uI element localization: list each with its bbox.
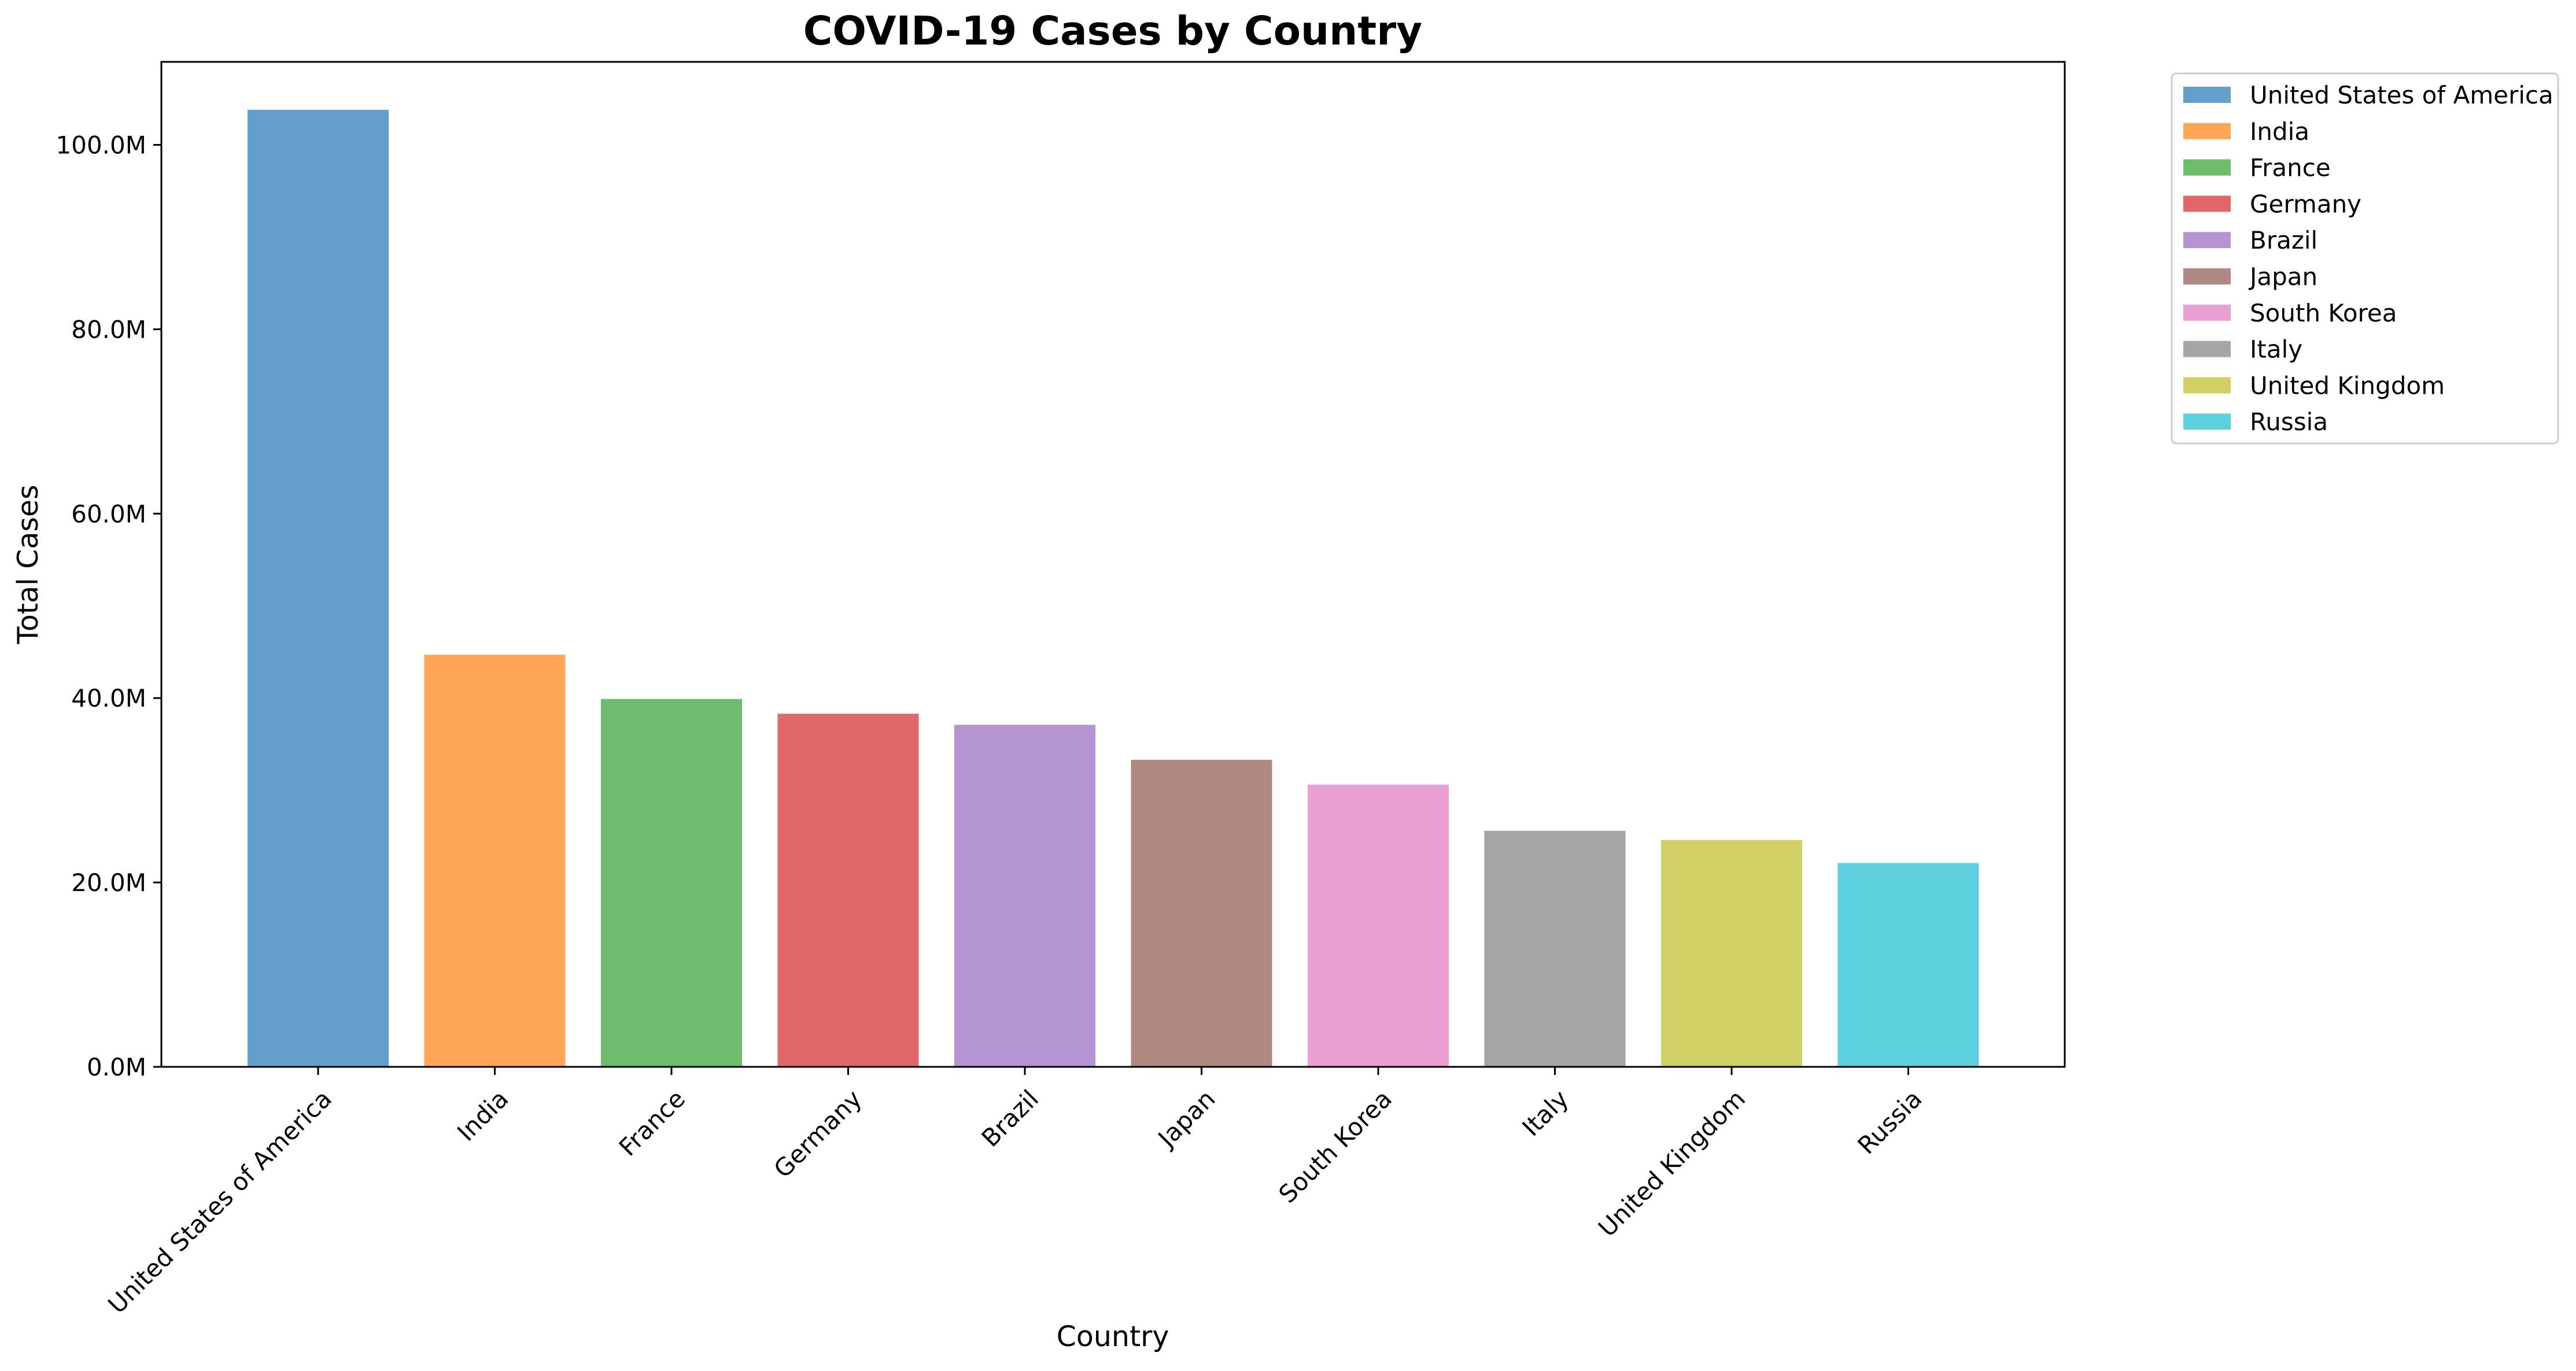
legend: United States of America India France Germa…	[2171, 72, 2559, 445]
y-tick-label-5: 100.0M	[56, 131, 146, 160]
x-tick-label-8: United Kingdom	[1593, 1084, 1751, 1242]
legend-swatch-4	[2183, 232, 2231, 249]
legend-swatch-1	[2183, 123, 2231, 139]
legend-label-2: France	[2250, 154, 2331, 182]
bar-9	[1837, 863, 1979, 1067]
legend-label-3: Germany	[2250, 190, 2361, 218]
x-axis: United States of America India France Germa…	[102, 1067, 1928, 1319]
legend-label-8: United Kingdom	[2250, 371, 2445, 400]
x-tick-label-5: Japan	[1152, 1084, 1221, 1154]
y-tick-label-2: 40.0M	[71, 684, 146, 712]
legend-swatch-2	[2183, 159, 2231, 176]
x-axis-label: Country	[1057, 1320, 1169, 1353]
bar-2	[601, 699, 742, 1067]
y-tick-label-0: 0.0M	[87, 1053, 146, 1081]
legend-swatch-6	[2183, 304, 2231, 321]
y-tick-label-4: 80.0M	[71, 315, 146, 343]
legend-swatch-5	[2183, 268, 2231, 284]
chart-title: COVID-19 Cases by Country	[803, 8, 1423, 54]
x-tick-label-2: France	[614, 1084, 691, 1161]
legend-label-6: South Korea	[2250, 299, 2397, 327]
legend-label-0: United States of America	[2250, 81, 2553, 109]
legend-swatch-3	[2183, 195, 2231, 212]
x-tick-label-3: Germany	[768, 1084, 867, 1183]
legend-frame	[2171, 72, 2559, 445]
x-tick-label-9: Russia	[1852, 1084, 1927, 1159]
legend-swatch-8	[2183, 377, 2231, 394]
y-tick-label-3: 60.0M	[71, 500, 146, 528]
bar-7	[1484, 830, 1626, 1067]
bar-3	[777, 714, 919, 1067]
bar-6	[1308, 785, 1449, 1067]
legend-label-5: Japan	[2248, 263, 2317, 291]
y-axis: 0.0M 20.0M 40.0M 60.0M 80.0M 100.0M	[56, 131, 161, 1081]
bar-5	[1131, 760, 1272, 1067]
bar-0	[248, 109, 389, 1067]
x-tick-label-6: South Korea	[1273, 1084, 1397, 1209]
x-tick-label-0: United States of America	[102, 1084, 337, 1319]
legend-label-1: India	[2250, 117, 2309, 146]
x-tick-label-1: India	[452, 1084, 514, 1147]
y-axis-label: Total Cases	[12, 485, 45, 644]
legend-swatch-9	[2183, 413, 2231, 430]
legend-swatch-0	[2183, 87, 2231, 103]
bars-group	[248, 109, 1979, 1067]
legend-label-9: Russia	[2250, 408, 2328, 436]
y-tick-label-1: 20.0M	[71, 869, 146, 897]
legend-label-7: Italy	[2250, 335, 2302, 364]
legend-label-4: Brazil	[2250, 226, 2317, 254]
x-tick-label-7: Italy	[1516, 1084, 1574, 1141]
bar-8	[1661, 840, 1802, 1067]
legend-swatch-7	[2183, 341, 2231, 357]
bar-1	[424, 655, 566, 1067]
bar-4	[954, 725, 1095, 1067]
plot-frame	[160, 61, 2066, 1068]
x-tick-label-4: Brazil	[976, 1084, 1045, 1152]
